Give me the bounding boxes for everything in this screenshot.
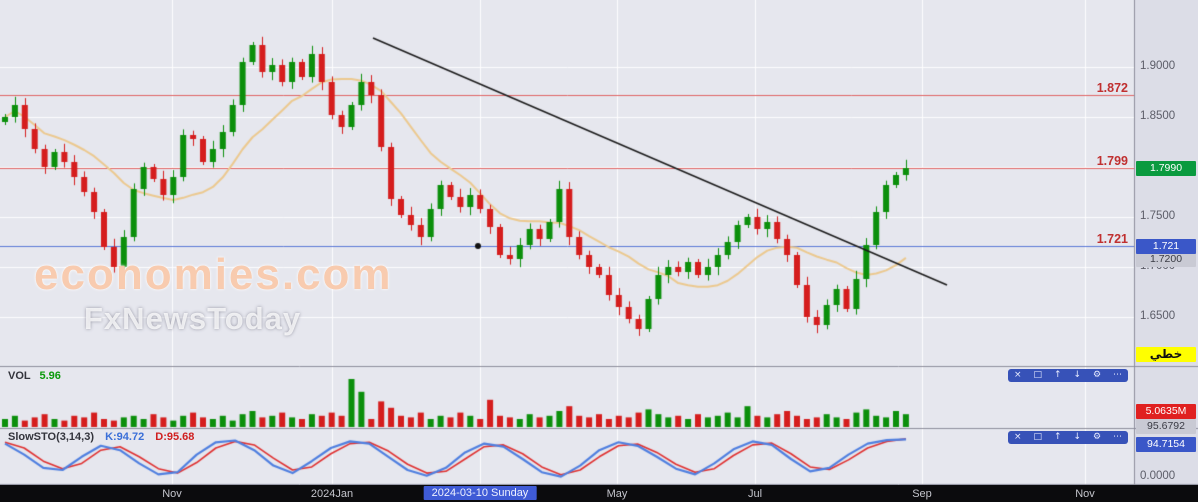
settings-icon[interactable]: ⚙: [1092, 370, 1102, 380]
arrow-up-icon[interactable]: ↑: [1053, 370, 1062, 380]
support-line-label-1721: 1.721: [1096, 232, 1128, 246]
arrow-down-icon[interactable]: ↓: [1073, 432, 1081, 442]
close-icon[interactable]: ×: [1013, 432, 1022, 442]
sto-min-label: 0.0000: [1140, 470, 1176, 482]
time-label: Nov: [162, 488, 182, 500]
resistance-line-label-1872: 1.872: [1096, 81, 1128, 95]
resistance-line-label-1799: 1.799: [1096, 154, 1128, 168]
sto-panel-header: SlowSTO(3,14,3) K:94.72 D:95.68: [8, 431, 194, 443]
maximize-icon[interactable]: □: [1033, 370, 1042, 380]
price-tick: 1.8500: [1140, 110, 1176, 122]
price-tick: 1.9000: [1140, 60, 1176, 72]
time-axis[interactable]: Nov 2024Jan 2024-03-10 Sunday May Jul Se…: [0, 485, 1198, 502]
sto-panel-controls: × □ ↑ ↓ ⚙ ⋯: [1008, 431, 1128, 444]
more-icon[interactable]: ⋯: [1112, 432, 1122, 442]
watermark-brand: economies.com: [34, 250, 393, 299]
scale-mode-button[interactable]: خطي: [1136, 347, 1196, 362]
price-tick: 1.6500: [1140, 310, 1176, 322]
time-label: Sep: [912, 488, 932, 500]
time-label: May: [606, 488, 628, 500]
sto-label: SlowSTO(3,14,3): [8, 431, 94, 443]
more-icon[interactable]: ⋯: [1112, 370, 1122, 380]
time-label: Nov: [1075, 488, 1095, 500]
secondary-price-tag: 1.7200: [1136, 252, 1196, 267]
price-tick: 1.7500: [1140, 210, 1176, 222]
time-label: 2024Jan: [310, 488, 354, 500]
volume-value: 5.96: [39, 370, 61, 382]
volume-panel-controls: × □ ↑ ↓ ⚙ ⋯: [1008, 369, 1128, 382]
sto-k-value-tag: 94.7154: [1136, 437, 1196, 452]
watermark-subbrand: FxNewsToday: [84, 301, 302, 336]
time-label: Jul: [747, 488, 763, 500]
support-price-tag: 1.721: [1136, 239, 1196, 254]
arrow-down-icon[interactable]: ↓: [1073, 370, 1081, 380]
volume-panel-header: VOL 5.96: [8, 370, 61, 382]
price-axis[interactable]: 1.9000 1.8500 1.7500 1.7000 1.6500 1.720…: [1135, 0, 1198, 485]
arrow-up-icon[interactable]: ↑: [1053, 432, 1062, 442]
close-icon[interactable]: ×: [1013, 370, 1022, 380]
settings-icon[interactable]: ⚙: [1092, 432, 1102, 442]
volume-value-tag: 5.0635M: [1136, 404, 1196, 419]
sto-d-value-tag: 95.6792: [1136, 419, 1196, 434]
volume-label: VOL: [8, 370, 31, 382]
sto-d-label: D:95.68: [155, 431, 195, 443]
selected-date-label: 2024-03-10 Sunday: [423, 486, 537, 500]
maximize-icon[interactable]: □: [1033, 432, 1042, 442]
last-price-tag: 1.7990: [1136, 161, 1196, 176]
sto-k-label: K:94.72: [105, 431, 145, 443]
